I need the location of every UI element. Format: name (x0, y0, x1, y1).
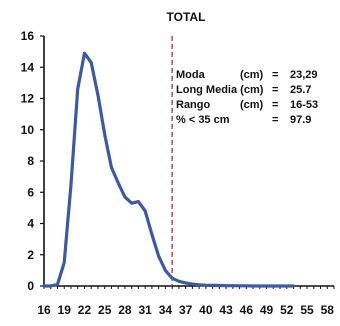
x-tick-label: 43 (219, 303, 233, 317)
data-point (218, 284, 221, 287)
data-point (103, 133, 106, 136)
data-point (224, 284, 228, 287)
data-point (157, 255, 160, 258)
x-tick-label: 58 (321, 303, 335, 317)
stat-label: Rango (176, 99, 211, 111)
data-point (150, 233, 154, 236)
y-tick-label: 16 (21, 29, 35, 43)
data-point (231, 284, 235, 287)
data-point (130, 201, 133, 205)
y-tick-label: 6 (27, 185, 34, 199)
y-tick-label: 14 (21, 60, 35, 74)
y-tick-label: 4 (27, 217, 34, 231)
x-tick-label: 22 (78, 303, 92, 317)
data-point (245, 284, 248, 288)
x-tick-label: 34 (159, 303, 173, 317)
data-point (110, 166, 113, 169)
data-point (137, 200, 140, 203)
data-point (56, 283, 59, 286)
data-point (238, 284, 241, 288)
data-point (42, 284, 46, 288)
data-point (197, 283, 201, 286)
x-tick-label: 40 (199, 303, 213, 317)
data-point (116, 181, 120, 185)
x-tick-label: 28 (118, 303, 132, 317)
data-point (177, 280, 181, 283)
x-tick-label: 25 (98, 303, 112, 317)
stat-value: 25.7 (290, 84, 311, 96)
data-point (272, 284, 275, 288)
y-tick-label: 8 (27, 154, 34, 168)
chart-title: TOTAL (167, 10, 206, 24)
data-point (184, 281, 187, 285)
x-tick-label: 46 (240, 303, 254, 317)
stat-equals: = (272, 69, 278, 81)
data-point (90, 61, 93, 64)
stat-equals: = (272, 84, 278, 96)
stat-label: Long Media (cm) (176, 84, 264, 96)
x-tick-label: 37 (179, 303, 193, 317)
data-point (69, 183, 73, 186)
y-tick-label: 0 (27, 279, 34, 293)
data-point (265, 284, 268, 288)
stats-box: Moda (cm) = 23,29 Long Media (cm) = 25.7 Rango (… (176, 69, 318, 126)
data-point (83, 51, 86, 55)
data-point (170, 276, 174, 280)
data-point (204, 284, 208, 287)
data-point (191, 282, 194, 286)
stat-unit: (cm) (240, 99, 264, 111)
data-point (164, 269, 167, 272)
data-point (211, 284, 214, 287)
data-point (63, 261, 66, 264)
stat-value: 16-53 (290, 99, 318, 111)
data-point (251, 284, 255, 288)
stat-equals: = (272, 99, 278, 111)
data-point (123, 195, 127, 199)
y-tick-label: 12 (21, 92, 35, 106)
y-tick-label: 10 (21, 123, 35, 137)
stat-equals: = (272, 114, 278, 126)
data-point (49, 284, 52, 288)
x-tick-label: 55 (300, 303, 314, 317)
data-point (278, 284, 282, 288)
stat-label: Moda (176, 69, 206, 81)
stat-unit: (cm) (240, 69, 264, 81)
data-point (76, 87, 79, 91)
stat-label: % < 35 cm (176, 114, 230, 126)
data-point (258, 284, 262, 288)
data-point (96, 94, 100, 97)
data-point (285, 284, 288, 288)
y-tick-label: 2 (27, 248, 34, 262)
x-tick-label: 19 (58, 303, 72, 317)
x-tick-label: 31 (138, 303, 152, 317)
x-tick-label: 49 (260, 303, 274, 317)
x-tick-label: 52 (280, 303, 294, 317)
data-point (292, 284, 295, 288)
stat-value: 97.9 (290, 114, 311, 126)
data-point (143, 209, 147, 213)
stat-value: 23,29 (290, 69, 318, 81)
x-tick-label: 16 (37, 303, 51, 317)
